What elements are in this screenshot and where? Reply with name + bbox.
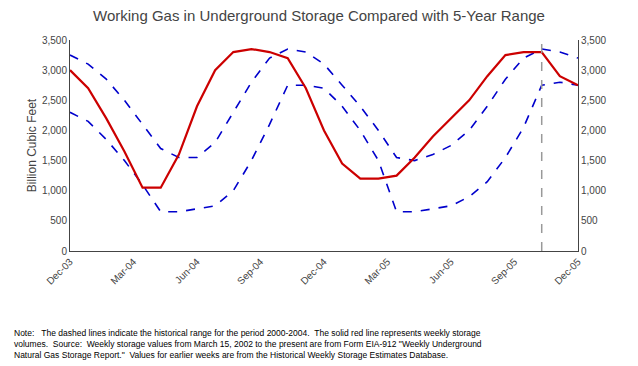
svg-text:1,000: 1,000 [42,185,67,196]
svg-text:Mar-05: Mar-05 [362,256,392,286]
svg-text:2,000: 2,000 [42,125,67,136]
svg-text:Jun-05: Jun-05 [427,256,457,286]
svg-text:500: 500 [50,215,67,226]
svg-text:Working Gas in Underground Sto: Working Gas in Underground Storage Compa… [93,7,545,24]
svg-text:1,000: 1,000 [581,185,606,196]
svg-text:Sep-04: Sep-04 [235,256,266,287]
svg-text:Dec-05: Dec-05 [552,256,583,287]
svg-text:2,500: 2,500 [42,95,67,106]
svg-text:0: 0 [61,246,67,257]
svg-text:500: 500 [581,215,598,226]
svg-text:Billion Cubic Feet: Billion Cubic Feet [25,98,39,192]
svg-text:3,500: 3,500 [42,35,67,46]
svg-text:Jun-04: Jun-04 [173,256,203,286]
svg-text:Sep-05: Sep-05 [489,256,520,287]
svg-text:Note: The dashed lines indic: Note: The dashed lines indicate the hist… [14,328,482,360]
svg-text:0: 0 [581,246,587,257]
svg-text:1,500: 1,500 [581,155,606,166]
svg-text:2,500: 2,500 [581,95,606,106]
svg-text:Dec-03: Dec-03 [44,256,75,287]
svg-text:3,500: 3,500 [581,35,606,46]
svg-text:1,500: 1,500 [42,155,67,166]
svg-text:2,000: 2,000 [581,125,606,136]
svg-text:3,000: 3,000 [581,65,606,76]
svg-text:Dec-04: Dec-04 [298,256,329,287]
svg-text:3,000: 3,000 [42,65,67,76]
svg-text:Mar-04: Mar-04 [108,256,138,286]
